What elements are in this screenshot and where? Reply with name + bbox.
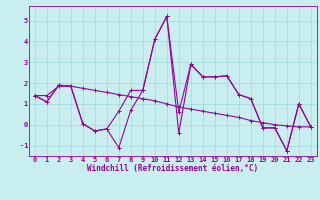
X-axis label: Windchill (Refroidissement éolien,°C): Windchill (Refroidissement éolien,°C): [87, 164, 258, 173]
